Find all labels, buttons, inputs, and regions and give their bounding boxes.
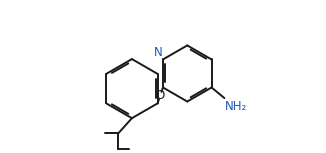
Text: O: O xyxy=(156,89,165,102)
Text: NH₂: NH₂ xyxy=(225,100,247,113)
Text: N: N xyxy=(154,46,162,59)
